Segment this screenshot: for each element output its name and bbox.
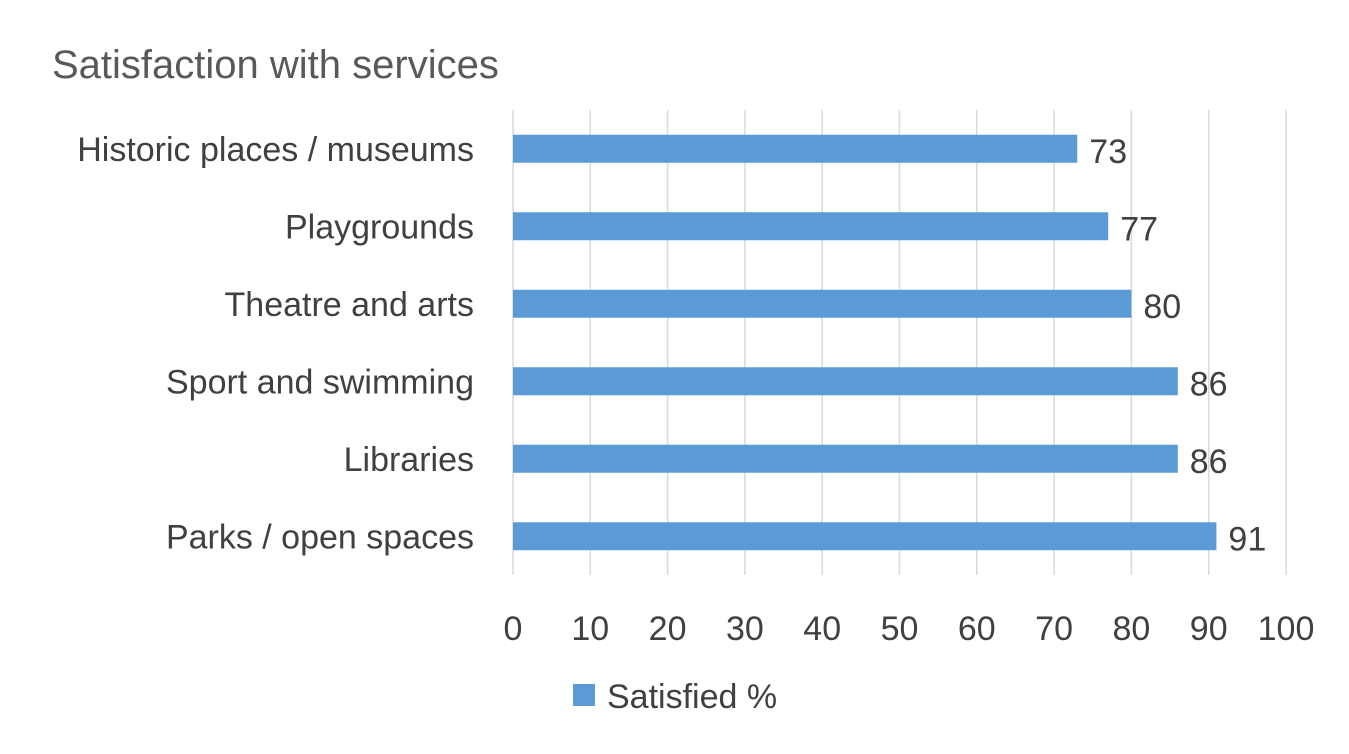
category-label: Libraries (344, 441, 474, 479)
data-label: 86 (1190, 443, 1228, 481)
x-tick-label: 70 (1035, 610, 1073, 648)
category-label: Historic places / museums (77, 131, 474, 169)
bar (513, 289, 1132, 318)
data-label: 80 (1143, 288, 1181, 326)
x-tick-label: 20 (649, 610, 687, 648)
x-tick-label: 50 (881, 610, 919, 648)
category-label: Theatre and arts (225, 286, 474, 324)
x-tick-label: 60 (958, 610, 996, 648)
data-label: 91 (1228, 520, 1266, 558)
category-label: Parks / open spaces (166, 518, 474, 556)
x-tick-label: 0 (504, 610, 523, 648)
x-tick-label: 90 (1190, 610, 1228, 648)
x-tick-label: 30 (726, 610, 764, 648)
bars (513, 134, 1217, 551)
x-tick-label: 80 (1112, 610, 1150, 648)
data-label: 73 (1089, 133, 1127, 171)
x-tick-label: 100 (1258, 610, 1315, 648)
legend-label: Satisfied % (607, 678, 777, 716)
data-label: 77 (1120, 210, 1158, 248)
legend-swatch (573, 684, 595, 706)
bar (513, 134, 1078, 163)
gridlines (512, 110, 1287, 575)
x-tick-label: 40 (803, 610, 841, 648)
x-tick-label: 10 (571, 610, 609, 648)
chart-title: Satisfaction with services (52, 43, 499, 87)
category-label: Sport and swimming (166, 363, 474, 401)
bar (513, 522, 1217, 551)
bar (513, 444, 1178, 473)
bar (513, 367, 1178, 396)
data-label: 86 (1190, 365, 1228, 403)
bar (513, 212, 1109, 241)
x-axis-tick-labels: 0 10 20 30 40 50 60 70 80 90 100 (504, 610, 1315, 648)
data-labels: 73 77 80 86 86 91 (1089, 133, 1266, 559)
legend: Satisfied % (573, 678, 777, 716)
category-label: Playgrounds (285, 208, 474, 246)
category-labels: Historic places / museums Playgrounds Thea… (77, 131, 474, 557)
